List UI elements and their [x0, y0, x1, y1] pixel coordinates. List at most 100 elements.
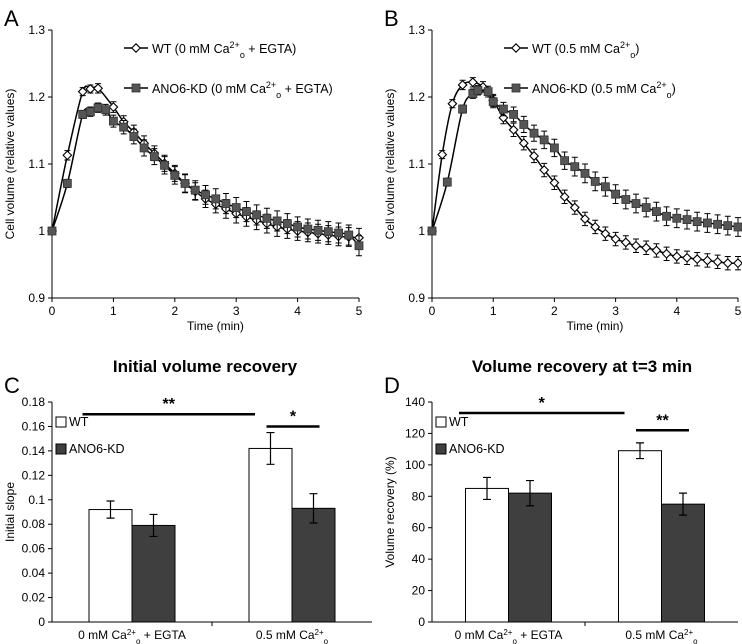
error-bar: [679, 492, 687, 516]
y-tick-label: 1.2: [28, 90, 45, 104]
data-point: [550, 143, 559, 153]
data-point: [77, 86, 88, 97]
legend-marker: [131, 83, 141, 93]
data-point: [519, 120, 529, 129]
bar-wt: [618, 450, 662, 623]
data-point: [211, 194, 221, 204]
x-tick-label: 5: [735, 304, 742, 318]
data-point: [262, 213, 272, 223]
data-point: [702, 255, 713, 266]
y-tick-label: 0.12: [22, 468, 46, 482]
data-point: [682, 215, 692, 225]
legend-label: ANO6-KD (0.5 mM Ca2+o): [532, 80, 676, 100]
panel-letter: A: [4, 6, 19, 31]
y-tick-label: 0: [38, 615, 45, 629]
y-axis-label: Cell volume (relative values): [383, 89, 397, 240]
y-tick-label: 0.16: [22, 419, 46, 433]
y-tick-label: 0.18: [22, 395, 46, 409]
data-point: [467, 77, 478, 88]
data-point: [62, 150, 73, 161]
y-tick-label: 0.1: [28, 493, 45, 507]
category-label: 0 mM Ca2+o + EGTA: [78, 628, 186, 644]
data-point: [508, 124, 519, 135]
data-point: [549, 177, 560, 188]
error-bar: [636, 442, 644, 460]
data-point: [231, 203, 241, 212]
error-bar: [309, 493, 318, 524]
series-line: [431, 89, 739, 232]
x-tick-label: 3: [612, 304, 619, 318]
data-point: [733, 258, 742, 269]
x-tick-label: 3: [233, 304, 240, 318]
series-line: [51, 106, 360, 247]
data-point: [242, 207, 251, 216]
data-point: [559, 191, 570, 202]
x-tick-label: 5: [356, 304, 363, 318]
data-point: [662, 211, 671, 221]
data-point: [252, 210, 262, 220]
bar-ano6-kd: [508, 492, 552, 623]
data-point: [590, 177, 600, 186]
y-tick-label: 0.9: [408, 291, 425, 305]
data-point: [661, 248, 672, 259]
x-tick-label: 2: [551, 304, 558, 318]
bar-ano6-kd: [291, 507, 336, 623]
legend-marker: [511, 43, 521, 53]
y-axis-label: Volume recovery (%): [383, 456, 397, 567]
data-point: [621, 195, 631, 204]
panel-letter: B: [384, 6, 399, 31]
chart-title: Volume recovery at t=3 min: [472, 357, 692, 376]
legend-label: WT: [69, 415, 89, 429]
data-point: [334, 228, 343, 238]
legend-label: WT (0.5 mM Ca2+o): [532, 40, 639, 60]
y-tick-label: 120: [405, 426, 425, 440]
data-point: [47, 226, 57, 236]
x-tick-label: 2: [171, 304, 178, 318]
data-point: [483, 87, 493, 97]
y-tick-label: 1: [38, 224, 45, 238]
y-tick-label: 20: [412, 584, 426, 598]
data-point: [488, 97, 498, 107]
error-bar: [106, 500, 115, 519]
y-tick-label: 1.3: [28, 23, 45, 37]
data-point: [293, 222, 303, 232]
legend-label: WT: [449, 415, 469, 429]
data-point: [85, 107, 95, 117]
data-point: [610, 234, 621, 245]
data-point: [272, 216, 282, 226]
y-axis-label: Cell volume (relative values): [3, 89, 17, 240]
y-tick-label: 1: [418, 224, 425, 238]
y-tick-label: 0.04: [22, 566, 46, 580]
category-label: 0 mM Ca2+o + EGTA: [455, 628, 563, 644]
data-point: [651, 245, 662, 256]
data-point: [499, 104, 508, 114]
y-axis-label: Initial slope: [3, 482, 17, 542]
data-point: [569, 202, 580, 213]
data-point: [713, 219, 723, 229]
y-tick-label: 60: [412, 521, 426, 535]
data-point: [600, 228, 611, 239]
bar-ano6-kd: [131, 524, 176, 623]
data-point: [641, 242, 652, 253]
data-point: [447, 98, 458, 109]
legend-swatch: [55, 443, 67, 455]
data-point: [344, 230, 354, 240]
series-ano6-kd: [47, 102, 364, 257]
data-point: [580, 213, 590, 224]
y-tick-label: 1.3: [408, 23, 425, 37]
x-tick-label: 4: [673, 304, 680, 318]
legend-marker: [131, 43, 141, 53]
category-label: 0.5 mM Ca2+o: [256, 628, 329, 644]
y-tick-label: 40: [412, 552, 426, 566]
data-point: [672, 213, 682, 223]
data-point: [139, 143, 149, 153]
legend-swatch: [55, 416, 67, 428]
series-ano6-kd: [427, 85, 742, 237]
x-tick-label: 1: [110, 304, 117, 318]
data-point: [303, 224, 313, 234]
data-point: [703, 218, 712, 228]
data-point: [323, 227, 333, 237]
legend-label: ANO6-KD: [449, 442, 505, 456]
data-point: [473, 85, 483, 95]
